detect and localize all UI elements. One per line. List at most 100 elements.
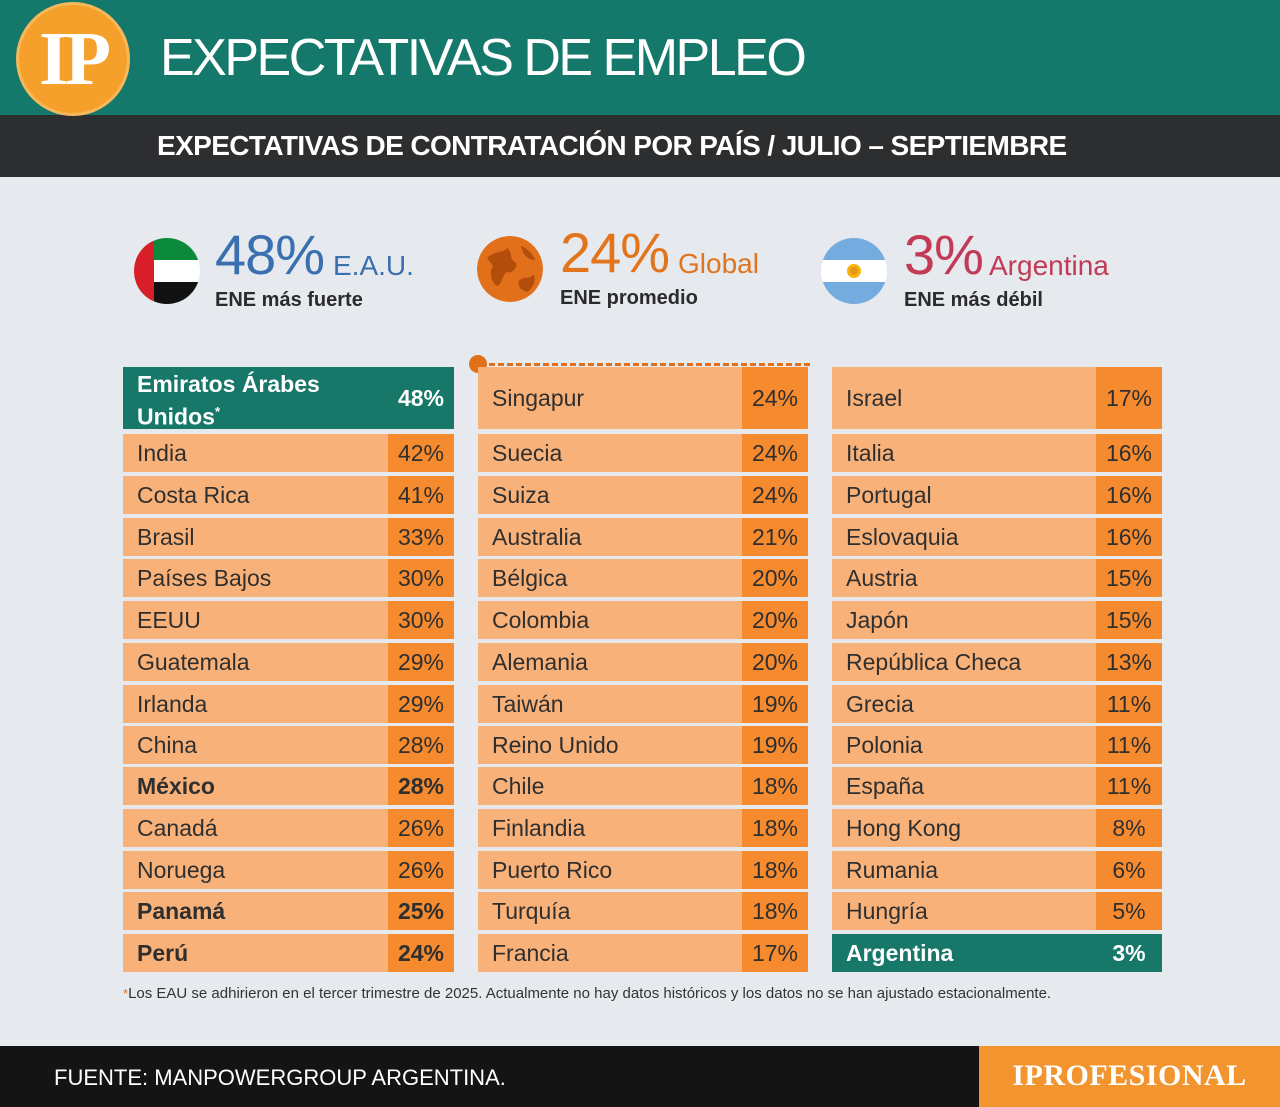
stat-name: E.A.U.	[333, 250, 414, 281]
table-row: Finlandia 18%	[478, 809, 808, 847]
country-value: 18%	[742, 851, 808, 889]
country-value: 18%	[742, 892, 808, 930]
table-row: Perú 24%	[123, 934, 454, 972]
table-row: Bélgica 20%	[478, 559, 808, 597]
table-row: Emiratos Árabes Unidos* 48%	[123, 367, 454, 430]
table-row: China 28%	[123, 726, 454, 764]
country-name: Noruega	[123, 851, 388, 889]
country-value: 18%	[742, 809, 808, 847]
country-value: 29%	[388, 685, 454, 723]
country-value: 48%	[388, 367, 454, 429]
country-value: 8%	[1096, 809, 1162, 847]
country-value: 30%	[388, 601, 454, 639]
globe-icon	[477, 236, 543, 302]
country-value: 25%	[388, 892, 454, 930]
country-name: Hungría	[832, 892, 1096, 930]
country-value: 17%	[1096, 367, 1162, 429]
country-name: Guatemala	[123, 643, 388, 681]
country-name: Italia	[832, 434, 1096, 472]
table-row: Colombia 20%	[478, 601, 808, 639]
table-row: Guatemala 29%	[123, 643, 454, 681]
country-name: Grecia	[832, 685, 1096, 723]
brand-box: IPROFESIONAL	[979, 1046, 1280, 1107]
country-name: Suecia	[478, 434, 742, 472]
country-name: Polonia	[832, 726, 1096, 764]
footnote: *Los EAU se adhirieron en el tercer trim…	[123, 984, 1051, 1004]
table-row: Puerto Rico 18%	[478, 851, 808, 889]
country-value: 20%	[742, 643, 808, 681]
country-name: Singapur	[478, 367, 742, 429]
country-name: China	[123, 726, 388, 764]
country-value: 29%	[388, 643, 454, 681]
country-value: 28%	[388, 767, 454, 805]
country-value: 11%	[1096, 726, 1162, 764]
country-name: República Checa	[832, 643, 1096, 681]
footnote-text: Los EAU se adhirieron en el tercer trime…	[128, 985, 1052, 1002]
stat-name: Global	[678, 248, 759, 279]
uae-flag-icon	[134, 238, 200, 304]
footnote-marker: *	[214, 404, 221, 419]
country-name: Alemania	[478, 643, 742, 681]
country-name: México	[123, 767, 388, 805]
country-value: 11%	[1096, 767, 1162, 805]
country-name: Finlandia	[478, 809, 742, 847]
country-value: 20%	[742, 601, 808, 639]
country-value: 11%	[1096, 685, 1162, 723]
table-row: Brasil 33%	[123, 518, 454, 556]
country-name: Puerto Rico	[478, 851, 742, 889]
country-name: Costa Rica	[123, 476, 388, 514]
country-value: 21%	[742, 518, 808, 556]
country-value: 15%	[1096, 559, 1162, 597]
country-name: Brasil	[123, 518, 388, 556]
country-value: 26%	[388, 809, 454, 847]
country-name: Turquía	[478, 892, 742, 930]
country-value: 28%	[388, 726, 454, 764]
country-value: 15%	[1096, 601, 1162, 639]
table-row: Países Bajos 30%	[123, 559, 454, 597]
table-row: Hong Kong 8%	[832, 809, 1162, 847]
table-row: España 11%	[832, 767, 1162, 805]
table-row: Turquía 18%	[478, 892, 808, 930]
country-value: 24%	[742, 476, 808, 514]
table-row: Taiwán 19%	[478, 685, 808, 723]
page-subtitle: EXPECTATIVAS DE CONTRATACIÓN POR PAÍS / …	[157, 130, 1067, 161]
table-row: Portugal 16%	[832, 476, 1162, 514]
country-value: 18%	[742, 767, 808, 805]
country-value: 20%	[742, 559, 808, 597]
country-value: 42%	[388, 434, 454, 472]
country-name: Francia	[478, 934, 742, 972]
stat-value: 24%	[560, 221, 670, 284]
country-name: Austria	[832, 559, 1096, 597]
country-value: 17%	[742, 934, 808, 972]
country-name: Japón	[832, 601, 1096, 639]
stat-desc: ENE más débil	[904, 289, 1043, 311]
table-row: México 28%	[123, 767, 454, 805]
subtitle-band	[0, 115, 1280, 177]
country-name: Emiratos Árabes Unidos*	[123, 367, 388, 430]
table-row: República Checa 13%	[832, 643, 1162, 681]
footnote-star: *	[123, 986, 129, 1001]
table-row: Irlanda 29%	[123, 685, 454, 723]
table-row: Reino Unido 19%	[478, 726, 808, 764]
country-name: Canadá	[123, 809, 388, 847]
table-row: Israel 17%	[832, 367, 1162, 429]
table-row: Costa Rica 41%	[123, 476, 454, 514]
global-marker-line	[480, 363, 810, 366]
country-value: 6%	[1096, 851, 1162, 889]
country-name: España	[832, 767, 1096, 805]
country-name: India	[123, 434, 388, 472]
country-value: 24%	[388, 934, 454, 972]
header-band	[0, 0, 1280, 115]
table-row: Suecia 24%	[478, 434, 808, 472]
country-value: 3%	[1096, 934, 1162, 972]
table-row: Suiza 24%	[478, 476, 808, 514]
table-row: Italia 16%	[832, 434, 1162, 472]
country-value: 16%	[1096, 476, 1162, 514]
country-value: 19%	[742, 726, 808, 764]
stat-value: 48%	[215, 223, 325, 286]
table-row: Argentina 3%	[832, 934, 1162, 972]
country-name: Rumania	[832, 851, 1096, 889]
country-value: 13%	[1096, 643, 1162, 681]
stat-desc: ENE más fuerte	[215, 289, 363, 311]
country-value: 24%	[742, 367, 808, 429]
